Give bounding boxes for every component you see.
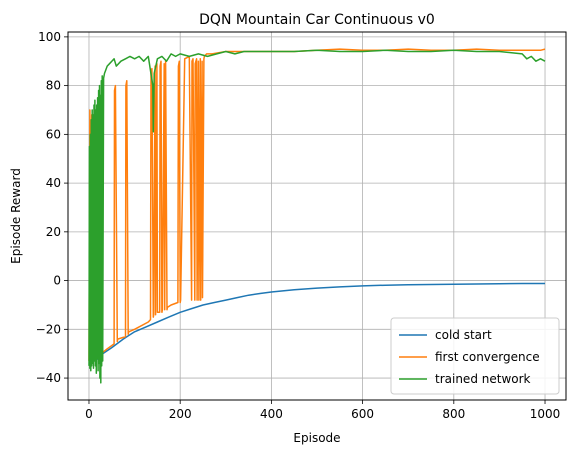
x-tick-label: 600 <box>351 407 374 421</box>
chart-title: DQN Mountain Car Continuous v0 <box>199 12 435 28</box>
x-tick-label: 0 <box>85 407 93 421</box>
y-tick-label: 60 <box>46 127 61 141</box>
plot-frame <box>67 31 567 401</box>
x-tick-label: 400 <box>260 407 283 421</box>
y-axis: −40 −20 0 20 40 60 80 100 <box>36 30 68 385</box>
y-tick-label: 100 <box>38 30 61 44</box>
x-tick-label: 1000 <box>530 407 561 421</box>
y-tick-label: 80 <box>46 79 61 93</box>
legend-box <box>390 317 560 395</box>
series-line-trained-network <box>88 49 546 384</box>
y-tick-label: 40 <box>46 176 61 190</box>
legend: cold start first convergence trained netwo… <box>390 317 560 395</box>
y-tick-label: −20 <box>36 322 61 336</box>
legend-label: first convergence <box>435 350 540 364</box>
y-tick-label: 20 <box>46 225 61 239</box>
legend-label: cold start <box>435 328 492 342</box>
x-tick-label: 800 <box>442 407 465 421</box>
series-line-cold-start <box>88 282 545 365</box>
y-tick-label: 0 <box>53 274 61 288</box>
legend-label: trained network <box>435 372 531 386</box>
x-axis-title: Episode <box>293 431 340 445</box>
x-tick-label: 200 <box>169 407 192 421</box>
y-tick-label: −40 <box>36 371 61 385</box>
x-axis: 0 200 400 600 800 1000 <box>85 400 560 421</box>
series-layer <box>88 48 546 384</box>
y-axis-title: Episode Reward <box>9 168 23 264</box>
